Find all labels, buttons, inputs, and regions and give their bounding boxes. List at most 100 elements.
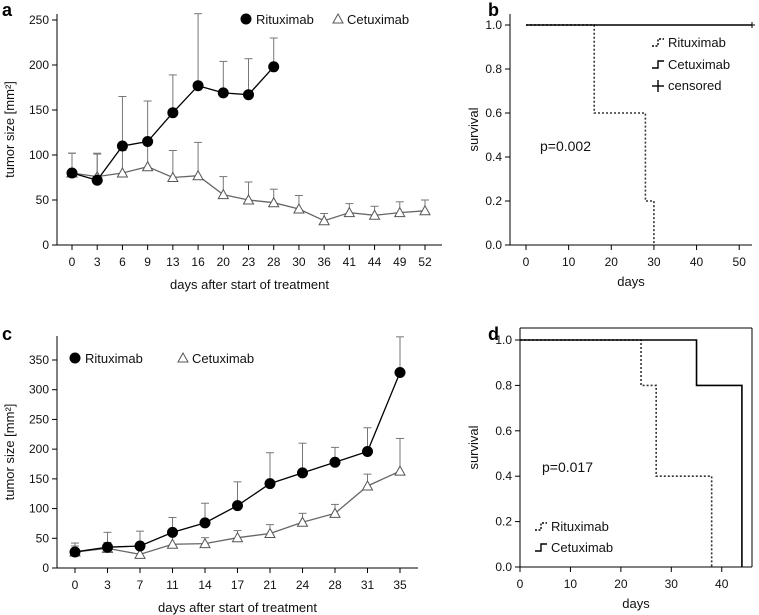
y-tick-label: 350 [29, 353, 49, 367]
x-tick-label: 6 [119, 255, 126, 269]
data-point [293, 202, 305, 214]
x-tick-label: 49 [393, 255, 407, 269]
x-axis-label: days after start of treatment [158, 600, 317, 615]
data-point [268, 61, 280, 73]
legend: Rituximab Cetuximab [240, 12, 409, 27]
x-tick-label: 3 [94, 255, 101, 269]
y-tick-label: 50 [36, 531, 50, 545]
data-point [166, 538, 179, 549]
data-point [264, 527, 276, 539]
x-tick-label: 40 [690, 255, 704, 269]
x-tick-label: 7 [137, 578, 144, 592]
y-tick-label: 0.6 [485, 106, 502, 120]
x-tick-label: 0 [72, 578, 79, 592]
y-tick-label: 100 [29, 148, 49, 162]
y-tick-label: 200 [29, 58, 49, 72]
legend-marker-cetuximab [535, 543, 547, 552]
data-point [362, 446, 373, 458]
data-point [116, 166, 129, 178]
data-point [242, 193, 255, 205]
x-tick-label: 28 [328, 578, 342, 592]
y-tick-label: 150 [29, 472, 49, 486]
y-tick-label: 150 [29, 103, 49, 117]
legend-label-cetuximab: Cetuximab [192, 351, 254, 366]
x-tick-label: 30 [647, 255, 661, 269]
panel-d: d 0.0 0.2 0.4 0.6 0.8 1.0 0 10 20 30 40 days survival… [466, 324, 753, 611]
data-point [231, 531, 244, 543]
legend-label-cetuximab: Cetuximab [551, 540, 613, 555]
x-tick-label: 24 [296, 578, 310, 592]
p-value: p=0.002 [540, 138, 591, 154]
legend-label-rituximab: Rituximab [551, 519, 609, 534]
legend-marker-rituximab [69, 352, 81, 364]
data-point [217, 87, 229, 99]
x-tick-label: 23 [242, 255, 256, 269]
data-point [264, 478, 276, 490]
y-tick-label: 250 [29, 13, 49, 27]
y-tick-label: 0.0 [485, 238, 502, 252]
data-point [329, 507, 341, 518]
x-tick-label: 50 [733, 255, 747, 269]
km-curve-cetuximab [520, 339, 743, 567]
y-axis-label: survival [466, 425, 481, 469]
data-point [217, 188, 230, 200]
x-axis-label: days [617, 274, 645, 289]
x-tick-label: 36 [317, 255, 331, 269]
panel-b: b 0.0 0.2 0.4 0.6 0.8 1.0 0 10 20 30 40 50 days surviv… [466, 0, 755, 289]
data-point [368, 209, 381, 220]
legend: Rituximab Cetuximab [69, 351, 254, 366]
data-point [329, 456, 341, 468]
x-tick-label: 30 [665, 577, 679, 591]
y-tick-label: 0.6 [495, 424, 512, 438]
y-tick-label: 0 [42, 238, 49, 252]
data-point [297, 467, 308, 479]
data-point [243, 89, 254, 101]
y-tick-label: 50 [36, 193, 50, 207]
legend-marker-rituximab [240, 13, 252, 25]
data-point [343, 206, 356, 218]
x-tick-label: 0 [69, 255, 76, 269]
legend-label-cetuximab: Cetuximab [668, 57, 730, 72]
x-tick-label: 10 [564, 577, 578, 591]
data-point [192, 80, 204, 92]
data-point [134, 540, 146, 552]
panel-label: b [488, 0, 499, 20]
y-tick-label: 0.8 [495, 378, 512, 392]
data-point [199, 517, 211, 529]
data-point [134, 548, 146, 559]
y-tick-label: 0.4 [495, 469, 512, 483]
y-tick-label: 0.0 [495, 560, 512, 574]
x-tick-label: 17 [231, 578, 245, 592]
series-cetuximab [69, 437, 406, 559]
legend-label-rituximab: Rituximab [85, 351, 143, 366]
data-point [267, 196, 280, 208]
legend-marker-cetuximab [332, 12, 344, 24]
km-curve-rituximab [520, 339, 713, 567]
x-tick-label: 20 [217, 255, 231, 269]
y-tick-label: 0 [42, 561, 49, 575]
legend-marker-rituximab [535, 522, 547, 531]
y-axis-label: tumor size [mm²] [2, 81, 17, 178]
series-cetuximab [66, 141, 431, 226]
x-tick-label: 35 [393, 578, 407, 592]
y-tick-label: 1.0 [485, 18, 502, 32]
legend-marker-cetuximab [177, 351, 189, 363]
data-point [232, 500, 243, 512]
x-tick-label: 41 [343, 255, 357, 269]
x-tick-label: 52 [418, 255, 432, 269]
series-line [74, 372, 401, 553]
x-tick-label: 20 [614, 577, 628, 591]
data-point [199, 537, 211, 549]
x-tick-label: 21 [263, 578, 277, 592]
data-point [66, 167, 78, 179]
series-rituximab [69, 336, 406, 558]
data-point [394, 366, 406, 378]
data-point [102, 541, 113, 553]
legend: Rituximab Cetuximab censored [652, 35, 730, 93]
y-tick-label: 250 [29, 412, 49, 426]
data-point [167, 171, 179, 182]
y-axis-label: survival [466, 107, 481, 151]
series-rituximab [66, 13, 280, 186]
data-point [141, 160, 154, 172]
